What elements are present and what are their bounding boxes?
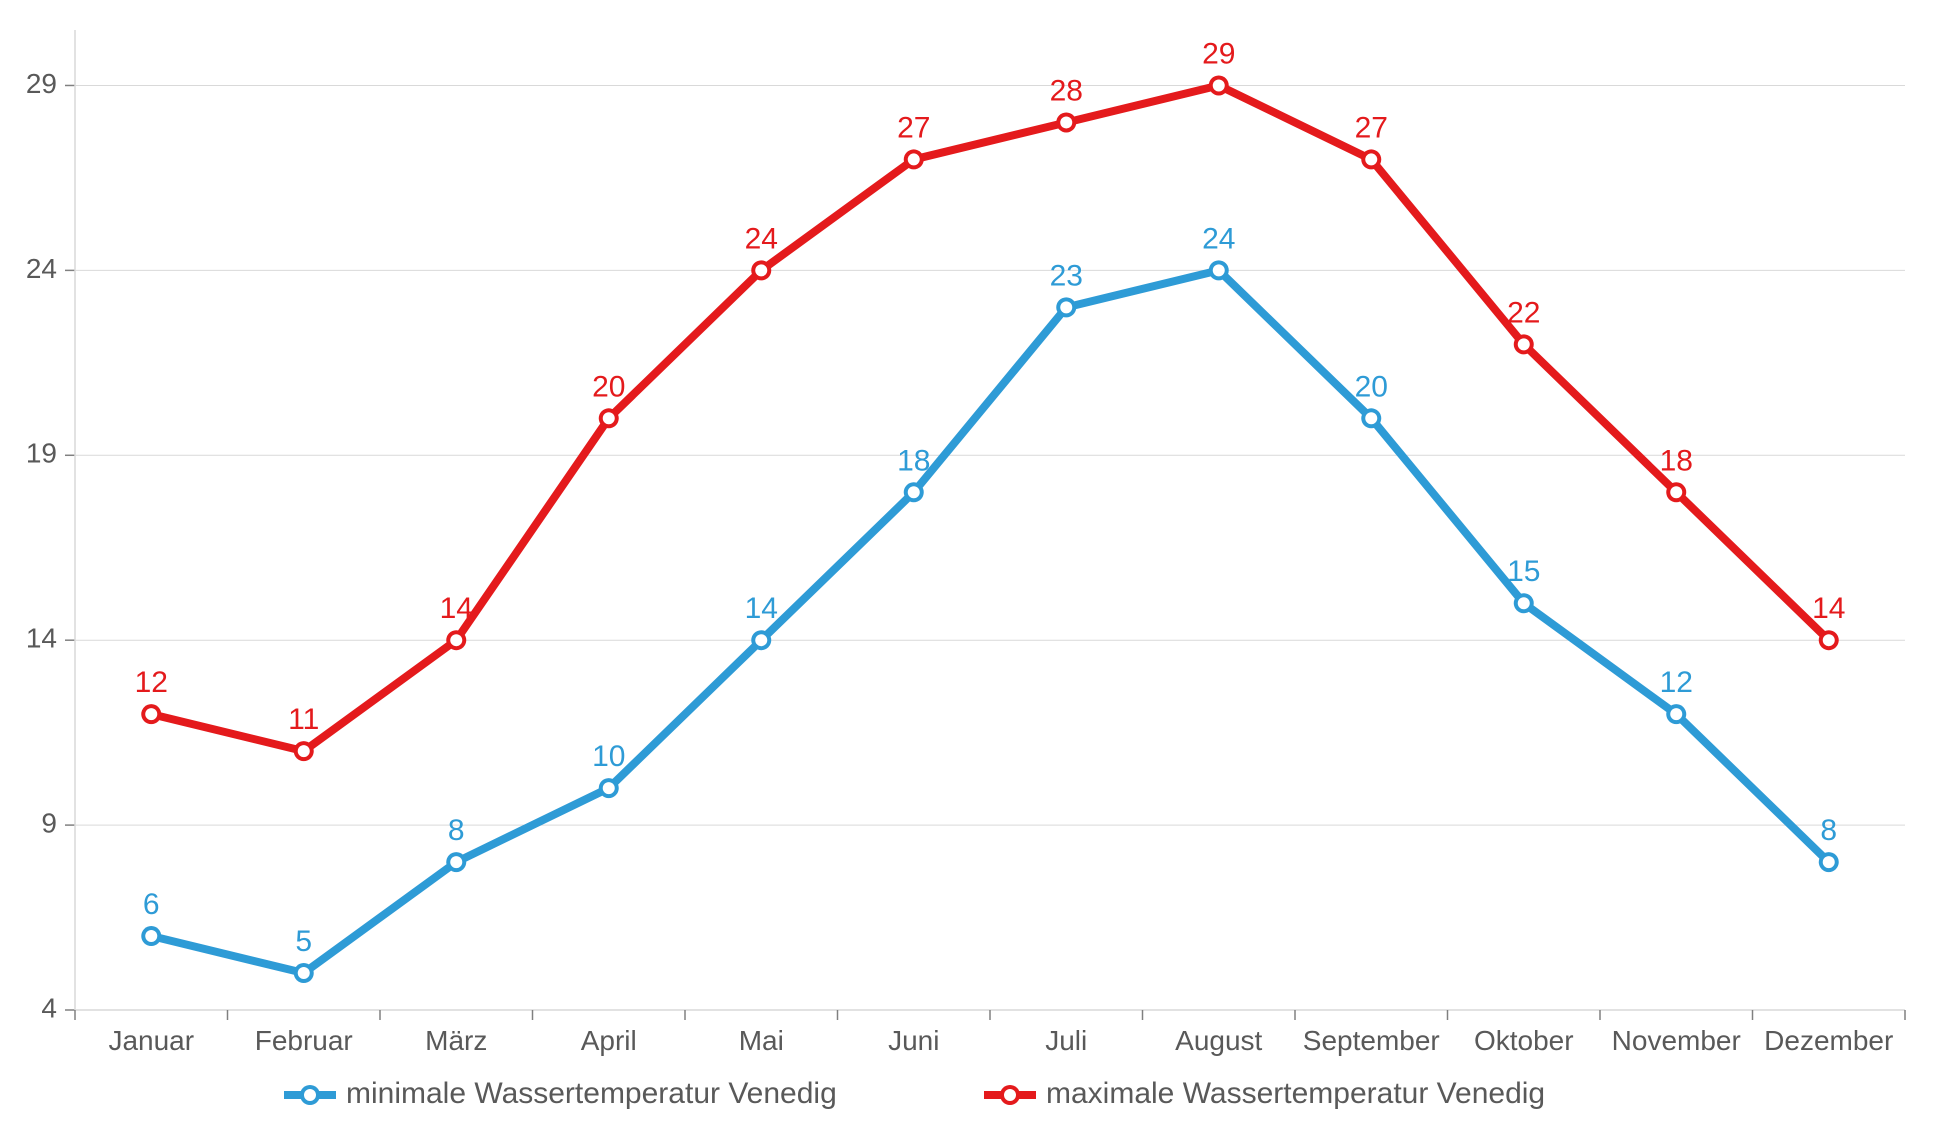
data-label: 8 (448, 814, 465, 847)
data-label: 6 (143, 888, 160, 921)
legend-label: maximale Wassertemperatur Venedig (1046, 1077, 1545, 1110)
data-label: 22 (1507, 296, 1540, 329)
data-label: 24 (745, 222, 778, 255)
chart-svg: 4 9 14 19 24 29 Januar Februar März April Mai Juni J… (0, 0, 1942, 1131)
water-temperature-chart: 4 9 14 19 24 29 Januar Februar März April Mai Juni J… (0, 0, 1942, 1131)
data-label: 27 (897, 111, 930, 144)
data-label: 18 (897, 444, 930, 477)
data-label: 20 (592, 370, 625, 403)
data-label: 20 (1355, 370, 1388, 403)
y-axis-tick-label: 9 (41, 807, 57, 838)
x-axis-category-label: Juni (888, 1025, 939, 1056)
data-label: 5 (295, 925, 312, 958)
x-axis-category-label: März (425, 1025, 487, 1056)
x-axis-category-label: Dezember (1764, 1025, 1893, 1056)
legend-label: minimale Wassertemperatur Venedig (346, 1077, 837, 1110)
x-axis-category-label: Oktober (1474, 1025, 1574, 1056)
data-label: 12 (1660, 666, 1693, 699)
x-axis-category-label: August (1175, 1025, 1262, 1056)
data-label: 27 (1355, 111, 1388, 144)
data-label: 12 (135, 666, 168, 699)
x-axis-category-label: April (581, 1025, 637, 1056)
data-label: 10 (592, 740, 625, 773)
y-axis-tick-label: 4 (41, 992, 57, 1023)
data-label: 28 (1050, 74, 1083, 107)
x-axis-category-label: Januar (108, 1025, 194, 1056)
x-axis-category-label: Juli (1045, 1025, 1087, 1056)
y-axis-tick-label: 29 (26, 68, 57, 99)
y-axis-tick-label: 24 (26, 253, 57, 284)
data-label: 8 (1820, 814, 1837, 847)
data-label: 15 (1507, 555, 1540, 588)
data-label: 29 (1202, 37, 1235, 70)
x-axis-category-label: September (1303, 1025, 1440, 1056)
data-label: 14 (745, 592, 778, 625)
data-label: 11 (288, 703, 319, 736)
data-label: 24 (1202, 222, 1235, 255)
x-axis-category-label: Mai (739, 1025, 784, 1056)
data-label: 23 (1050, 259, 1083, 292)
data-label: 18 (1660, 444, 1693, 477)
x-axis-category-label: Februar (255, 1025, 353, 1056)
data-label: 14 (440, 592, 473, 625)
y-axis-tick-label: 19 (26, 438, 57, 469)
data-label: 14 (1812, 592, 1845, 625)
y-axis-tick-label: 14 (26, 623, 57, 654)
x-axis-category-label: November (1612, 1025, 1741, 1056)
